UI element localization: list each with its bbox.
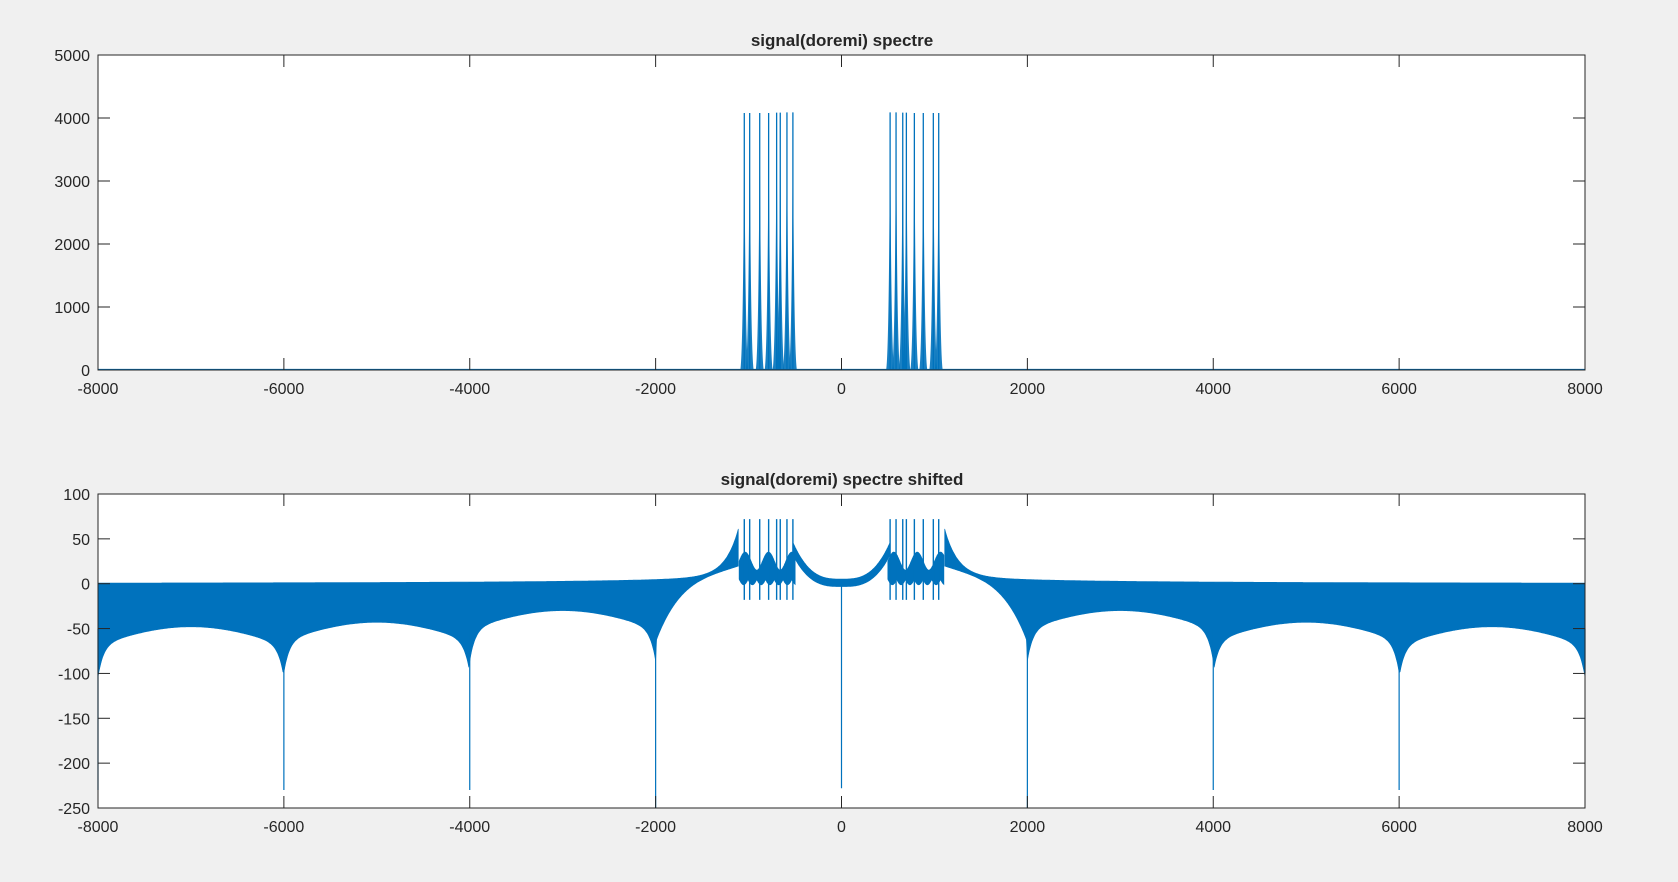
y-tick-label: -250 xyxy=(58,801,90,818)
y-tick-label: -50 xyxy=(67,622,90,639)
x-tick-label: -6000 xyxy=(263,819,304,836)
axes-1-title: signal(doremi) spectre xyxy=(751,31,933,50)
x-tick-label: 6000 xyxy=(1381,819,1417,836)
x-tick-label: -8000 xyxy=(78,819,119,836)
axes-2-title: signal(doremi) spectre shifted xyxy=(721,470,964,489)
x-tick-label: -4000 xyxy=(449,819,490,836)
x-tick-label: -2000 xyxy=(635,819,676,836)
x-tick-label: 8000 xyxy=(1567,381,1603,398)
shifted-cluster-left xyxy=(738,551,796,586)
axes-2-ticks: -8000 -6000 -4000 -2000 0 2000 4000 6000 8000-25… xyxy=(58,487,1603,836)
y-tick-label: -100 xyxy=(58,666,90,683)
x-tick-label: 6000 xyxy=(1381,381,1417,398)
y-tick-label: 5000 xyxy=(54,48,90,65)
x-tick-label: 2000 xyxy=(1010,819,1046,836)
x-tick-label: -6000 xyxy=(263,381,304,398)
x-tick-label: 8000 xyxy=(1567,819,1603,836)
x-tick-label: 4000 xyxy=(1195,819,1231,836)
axes-1: -8000 -6000 -4000 -2000 0 2000 4000 6000 8000 0 10… xyxy=(54,31,1602,398)
y-tick-label: -150 xyxy=(58,711,90,728)
y-tick-label: 0 xyxy=(81,577,90,594)
y-tick-label: 1000 xyxy=(54,300,90,317)
axes-1-background xyxy=(98,55,1585,370)
axes-1-ticks: -8000 -6000 -4000 -2000 0 2000 4000 6000 8000 0 10… xyxy=(54,48,1602,398)
x-tick-label: -2000 xyxy=(635,381,676,398)
x-tick-label: 2000 xyxy=(1010,381,1046,398)
y-tick-label: 3000 xyxy=(54,174,90,191)
x-tick-label: 0 xyxy=(837,381,846,398)
y-tick-label: -200 xyxy=(58,756,90,773)
y-tick-label: 4000 xyxy=(54,111,90,128)
y-tick-label: 50 xyxy=(72,532,90,549)
axes-2: -8000 -6000 -4000 -2000 0 2000 4000 6000 8000-25… xyxy=(58,470,1603,836)
y-tick-label: 100 xyxy=(63,487,90,504)
x-tick-label: 0 xyxy=(837,819,846,836)
y-tick-label: 2000 xyxy=(54,237,90,254)
y-tick-label: 0 xyxy=(81,363,90,380)
x-tick-label: -8000 xyxy=(78,381,119,398)
x-tick-label: -4000 xyxy=(449,381,490,398)
shifted-band-left xyxy=(97,528,739,678)
x-tick-label: 4000 xyxy=(1195,381,1231,398)
axes-1-plot xyxy=(98,112,1585,371)
